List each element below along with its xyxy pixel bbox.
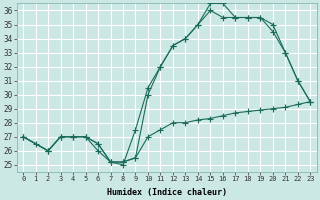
X-axis label: Humidex (Indice chaleur): Humidex (Indice chaleur) (107, 188, 227, 197)
